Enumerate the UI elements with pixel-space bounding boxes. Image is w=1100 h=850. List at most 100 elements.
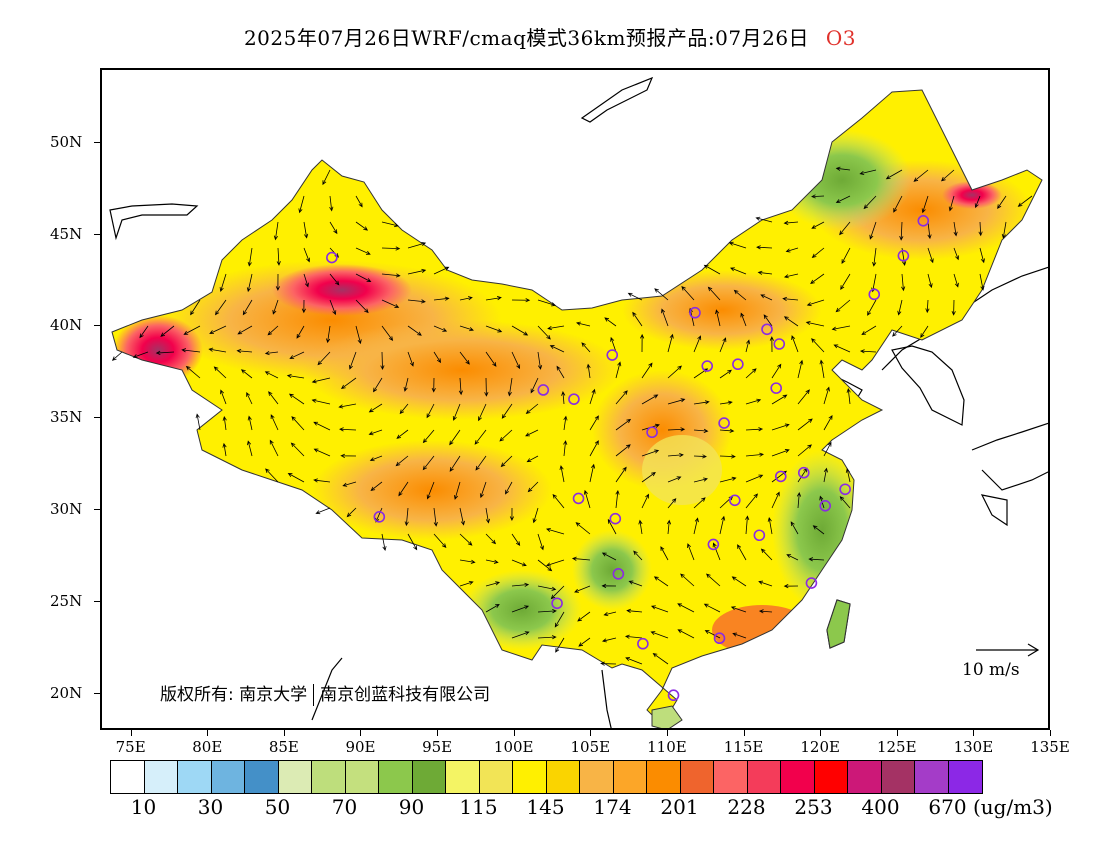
station-marker <box>373 511 386 523</box>
lon-label: 130E <box>953 738 994 756</box>
wind-arrow <box>511 631 530 639</box>
wind-arrow <box>660 546 669 561</box>
wind-arrow <box>485 604 500 613</box>
legend-label: 228 <box>727 795 766 819</box>
wind-arrow <box>286 373 305 379</box>
station-marker <box>917 214 930 227</box>
wind-arrow <box>839 496 851 509</box>
wind-arrow <box>355 273 372 283</box>
wind-arrow <box>247 440 253 457</box>
wind-arrow <box>948 195 955 212</box>
wind-arrow <box>550 585 565 600</box>
lon-label: 95E <box>422 738 453 756</box>
wind-arrow <box>273 221 279 241</box>
legend-label: 174 <box>593 795 632 819</box>
station-marker <box>646 426 658 439</box>
wind-reference: 10 m/s <box>960 636 1040 686</box>
wind-arrow <box>240 369 253 379</box>
wind-arrow <box>797 418 813 431</box>
wind-arrow <box>220 389 227 405</box>
wind-arrow <box>290 442 305 457</box>
wind-arrow <box>610 336 617 353</box>
wind-arrow <box>537 585 557 591</box>
wind-arrow <box>395 455 409 467</box>
wind-arrow <box>719 454 736 459</box>
wind-arrow <box>433 351 442 364</box>
wind-arrow <box>246 392 253 405</box>
wind-arrow <box>867 299 877 316</box>
lon-label: 115E <box>723 738 764 756</box>
wind-arrow <box>303 247 311 263</box>
wind-arrow <box>719 476 737 483</box>
wind-arrow <box>601 552 617 561</box>
station-marker <box>606 349 619 361</box>
wind-arrow <box>509 507 515 522</box>
wind-arrow <box>407 241 427 249</box>
wind-arrow <box>183 325 201 335</box>
wind-arrow <box>433 296 450 301</box>
wind-arrow <box>760 548 773 561</box>
wind-arrow <box>831 325 851 331</box>
wind-arrow <box>638 519 643 535</box>
wind-arrow <box>559 465 565 483</box>
wind-arrow <box>869 221 877 240</box>
lon-tick <box>590 730 592 736</box>
legend-swatch <box>580 761 614 793</box>
wind-arrow <box>449 429 461 446</box>
wind-arrow <box>556 365 565 379</box>
wind-arrow <box>953 247 960 261</box>
wind-arrow <box>511 351 521 370</box>
taiwan-island <box>826 599 851 649</box>
wind-arrow <box>680 573 695 587</box>
wind-arrow <box>289 351 305 359</box>
wind-arrow <box>563 415 568 431</box>
chart-title: 2025年07月26日WRF/cmaq模式36km预报产品:07月26日 O3 <box>0 22 1100 51</box>
wind-arrow <box>326 325 331 344</box>
station-marker <box>868 288 881 301</box>
wind-arrow <box>677 603 695 613</box>
wind-arrow <box>404 507 409 527</box>
legend-swatch <box>178 761 212 793</box>
wind-arrow <box>139 325 149 339</box>
wind-arrow <box>537 533 544 551</box>
indochina-coast <box>311 657 612 728</box>
lon-tick <box>360 730 362 736</box>
wind-arrow <box>845 468 851 483</box>
legend-label: 115 <box>459 795 498 819</box>
legend-label: 10 <box>130 795 157 819</box>
wind-arrow <box>771 394 788 405</box>
wind-arrow <box>537 325 551 340</box>
wind-arrow <box>380 351 385 370</box>
wind-arrow <box>381 299 400 308</box>
wind-arrow <box>433 507 438 527</box>
wind-arrow <box>433 266 450 275</box>
wind-arrow <box>329 195 334 212</box>
lon-tick <box>207 730 209 736</box>
wind-arrow <box>953 273 959 288</box>
wind-arrow <box>407 299 426 304</box>
wind-arrow <box>485 581 501 587</box>
wind-arrow <box>459 325 474 332</box>
wind-arrow <box>757 270 773 275</box>
wind-arrow <box>953 221 958 237</box>
wind-arrow <box>745 474 764 483</box>
wind-arrow <box>381 221 399 228</box>
legend-label: 30 <box>197 795 224 819</box>
wind-arrow <box>839 221 851 236</box>
wind-arrow <box>407 325 422 336</box>
wind-arrow <box>1017 195 1033 207</box>
wind-arrow <box>745 398 762 405</box>
wind-arrow <box>719 400 733 405</box>
wind-arrow <box>732 632 747 639</box>
lon-label: 85E <box>268 738 299 756</box>
wind-arrow <box>823 441 832 457</box>
wind-arrow <box>681 285 695 301</box>
wind-arrow <box>763 314 773 327</box>
legend-label: 70 <box>331 795 358 819</box>
station-marker <box>718 417 730 429</box>
legend-swatch <box>278 761 312 793</box>
wind-arrow <box>155 350 175 355</box>
wind-arrow <box>589 440 599 457</box>
wind-arrow <box>132 351 149 359</box>
wind-arrow <box>885 169 903 180</box>
